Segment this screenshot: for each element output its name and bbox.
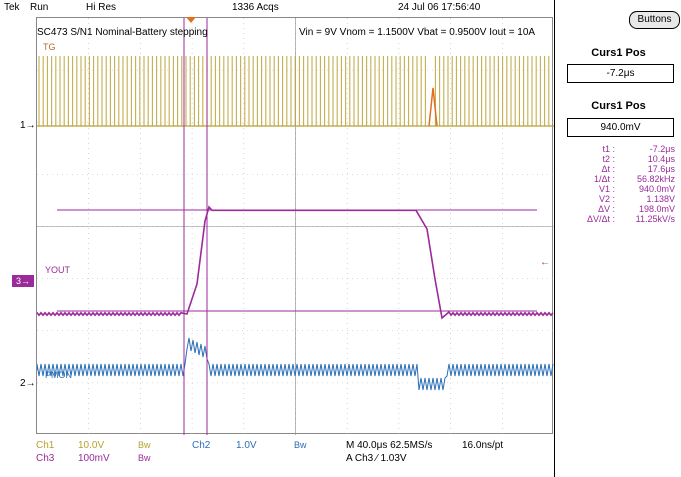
curs1-pos-voltage-field[interactable]: 940.0mV [567,118,674,137]
brand-label: Tek [4,2,20,13]
curs1-pos-title-voltage: Curs1 Pos [591,100,646,112]
trigger-position-icon[interactable] [186,17,196,23]
measurement-value: 1.138V [646,194,675,204]
buttons-button[interactable]: Buttons [629,11,680,29]
ch2-waveform [37,337,554,391]
test-conditions: Vin = 9V Vnom = 1.1500V Vbat = 0.9500V I… [299,27,536,38]
ch3-position-marker[interactable]: 3→ [12,275,34,287]
ch1-position-marker[interactable]: 1→ [20,120,36,131]
acquisition-count: 1336 Acqs [232,2,279,13]
measurement-row: 1/Δt : 56.82kHz [555,174,675,184]
measurement-value: 56.82kHz [636,174,675,184]
waveform-canvas[interactable] [37,18,554,435]
measurement-row: V1 : 940.0mV [555,184,675,194]
measurement-row: Δt : 17.6μs [555,164,675,174]
run-state: Run [30,2,49,13]
ch1-name: Ch1 [36,440,55,451]
ch1-trace-label: TG [43,42,56,52]
measurement-row: t2 : 10.4μs [555,154,675,164]
record-resolution: 16.0ns/pt [462,440,504,451]
measurement-row: V2 : 1.138V [555,194,675,204]
measurement-value: 940.0mV [638,184,675,194]
curs1-pos-title-time: Curs1 Pos [591,47,646,59]
curs1-pos-time-field[interactable]: -7.2μs [567,64,674,83]
ch1-waveform [38,56,550,126]
ch2-bw: Bw [294,440,307,450]
ch3-trace-label: YOUT [45,265,71,275]
side-menu-panel: Buttons Curs1 Pos -7.2μs Curs1 Pos 940.0… [554,0,681,477]
ch1-spike [428,87,438,127]
ch3-name: Ch3 [36,453,55,464]
measurement-key: t1 : [602,144,615,154]
ch3-bw: Bw [138,453,151,463]
measurement-value: 198.0mV [638,204,675,214]
measurement-row: t1 : -7.2μs [555,144,675,154]
measurement-value: 10.4μs [647,154,675,164]
measurement-row: ΔV : 198.0mV [555,204,675,214]
trigger-level-icon[interactable]: ← [540,257,550,268]
measurement-key: Δt : [601,164,615,174]
acquisition-mode: Hi Res [86,2,117,13]
screen-title: SC473 S/N1 Nominal-Battery stepping [37,27,208,38]
measurement-key: V1 : [598,184,615,194]
ch1-scale: 10.0V [78,440,105,451]
measurement-key: 1/Δt : [593,174,615,184]
measurement-row: ΔV/Δt : 11.25kV/s [555,214,675,224]
measurement-key: ΔV/Δt : [586,214,615,224]
ch3-scale: 100mV [78,453,110,464]
measurement-value: -7.2μs [649,144,675,154]
measurement-key: ΔV : [597,204,615,214]
timebase: M 40.0μs 62.5MS/s [346,440,433,451]
ch2-name: Ch2 [192,440,211,451]
measurement-key: t2 : [602,154,615,164]
ch3-waveform [37,205,554,320]
measurement-value: 17.6μs [647,164,675,174]
top-status-bar: Tek Run Hi Res 1336 Acqs 24 Jul 06 17:56… [0,0,553,16]
trigger-setting: A Ch3 ∕ 1.03V [346,453,407,464]
ch1-bw: Bw [138,440,151,450]
ch2-scale: 1.0V [236,440,257,451]
datetime: 24 Jul 06 17:56:40 [398,2,481,13]
ch2-trace-label: PMON [45,370,72,380]
measurement-key: V2 : [598,194,615,204]
measurement-value: 11.25kV/s [635,214,675,224]
waveform-display[interactable]: SC473 S/N1 Nominal-Battery stepping Vin … [36,17,554,435]
ch2-position-marker[interactable]: 2→ [20,378,36,389]
